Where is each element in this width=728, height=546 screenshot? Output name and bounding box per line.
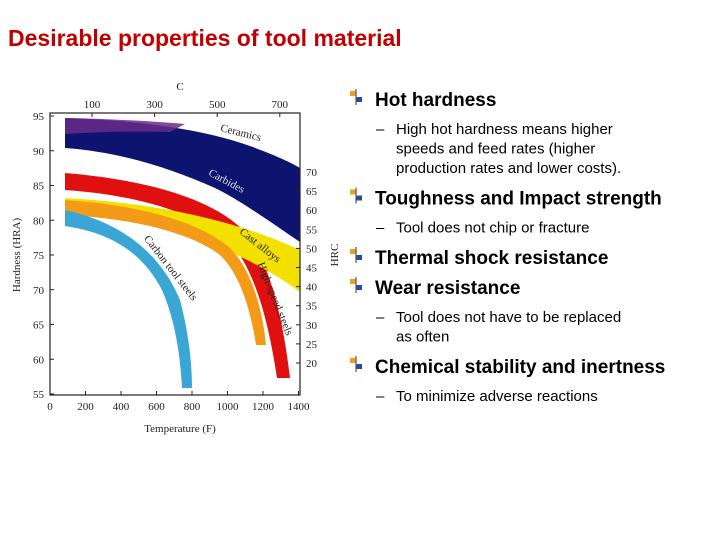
bullet-text: Hot hardness	[375, 90, 496, 111]
y2-tick-label: 65	[306, 186, 318, 198]
x-axis-label: Temperature (F)	[144, 423, 216, 435]
top-tick-label: 700	[272, 99, 289, 111]
band-high-speed	[65, 173, 290, 378]
y-tick-label: 90	[33, 146, 45, 158]
bullet-icon	[350, 279, 356, 284]
y-tick-label: 85	[33, 181, 45, 193]
band-overlap	[65, 200, 266, 345]
y2-tick-label: 40	[306, 282, 318, 294]
sub-bullet-text: as often	[396, 329, 449, 346]
top-tick-label: 100	[84, 99, 101, 111]
y-tick-label: 60	[33, 354, 45, 366]
y-axis-label: Hardness (HRA)	[11, 218, 23, 293]
y2-tick-label: 20	[306, 358, 318, 370]
sub-bullet-marker: –	[376, 388, 385, 405]
band-ceramics-top	[65, 118, 185, 134]
sub-bullet-marker: –	[376, 220, 385, 237]
y2-tick-label: 50	[306, 243, 318, 255]
bullet-icon	[350, 358, 356, 363]
bullet-icon	[356, 364, 362, 369]
sub-bullet-text: High hot hardness means higher	[396, 121, 613, 138]
x-tick-label: 800	[184, 401, 201, 413]
y2-tick-label: 60	[306, 205, 318, 217]
sub-bullet-marker: –	[376, 121, 385, 138]
sub-bullet-text: Tool does not have to be replaced	[396, 309, 621, 326]
sub-bullet-text: production rates and lower costs).	[396, 160, 621, 177]
bullet-icon	[356, 97, 362, 102]
slide-title: Desirable properties of tool material	[8, 25, 402, 51]
bullet-list: Hot hardness– High hot hardness means hig…	[350, 89, 665, 405]
x-tick-label: 600	[148, 401, 165, 413]
bullet-icon	[356, 255, 362, 260]
x-tick-label: 1400	[288, 401, 311, 413]
y2-tick-label: 45	[306, 263, 318, 275]
bullet-text: Chemical stability and inertness	[375, 357, 665, 378]
bullet-icon	[356, 285, 362, 290]
sub-bullet-text: speeds and feed rates (higher	[396, 141, 595, 158]
y2-axis-label: HRC	[329, 244, 341, 267]
x-tick-label: 1200	[252, 401, 275, 413]
y-tick-label: 80	[33, 215, 45, 227]
y-tick-label: 70	[33, 285, 45, 297]
bullet-text: Wear resistance	[375, 278, 520, 299]
x-tick-label: 400	[113, 401, 130, 413]
bullet-text: Toughness and Impact strength	[375, 189, 662, 210]
y2-tick-label: 55	[306, 224, 318, 236]
y-tick-label: 95	[33, 111, 45, 123]
y2-tick-label: 25	[306, 339, 318, 351]
x-tick-label: 200	[77, 401, 94, 413]
y-tick-label: 55	[33, 389, 45, 401]
figure: 0 200 400 600 800 1000 1200 1400 95 90 85 80 75 70 65 6…	[11, 81, 341, 435]
sub-bullet-text: Tool does not chip or fracture	[396, 220, 589, 237]
plot-frame	[49, 112, 301, 396]
bullet-icon	[350, 91, 356, 96]
y-tick-label: 75	[33, 250, 45, 262]
top-axis-label: C	[176, 81, 183, 93]
top-tick-label: 500	[209, 99, 226, 111]
y2-tick-label: 35	[306, 301, 318, 313]
bullet-text: Thermal shock resistance	[375, 248, 608, 269]
sub-bullet-marker: –	[376, 309, 385, 326]
x-tick-label: 1000	[217, 401, 240, 413]
bullet-icon	[356, 195, 362, 201]
band-carbon-steels	[65, 210, 192, 388]
sub-bullet-text: To minimize adverse reactions	[396, 388, 598, 405]
bullet-icon	[350, 249, 356, 254]
band-ceramics-carbides	[65, 118, 300, 242]
y-tick-label: 65	[33, 320, 45, 332]
y2-tick-label: 70	[306, 167, 318, 179]
y2-tick-label: 30	[306, 320, 318, 332]
x-tick-label: 0	[47, 401, 53, 413]
top-tick-label: 300	[146, 99, 163, 111]
bullet-icon	[350, 189, 356, 195]
